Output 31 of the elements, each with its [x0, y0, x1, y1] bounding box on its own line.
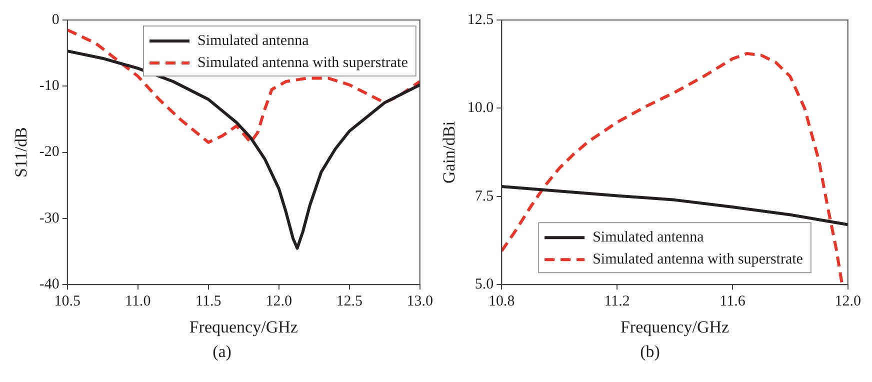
x-tick-label: 12.5 — [336, 294, 363, 310]
line-series — [67, 28, 420, 144]
x-axis-title: Frequency/GHz — [189, 317, 298, 336]
x-tick-label: 11.5 — [196, 294, 222, 310]
y-tick-label: 12.5 — [467, 12, 494, 28]
y-tick-label: 0 — [52, 12, 60, 28]
x-tick-label: 13.0 — [406, 294, 433, 310]
y-tick-label: -20 — [39, 144, 60, 160]
y-tick-label: 7.5 — [474, 188, 494, 204]
y-tick-label: -30 — [39, 210, 60, 226]
y-tick-label: 10.0 — [467, 100, 494, 116]
y-tick-label: -10 — [39, 78, 60, 94]
x-tick-label: 11.6 — [720, 294, 746, 310]
x-tick-label: 12.0 — [266, 294, 292, 310]
x-tick-label: 11.2 — [604, 294, 630, 310]
legend-label: Simulated antenna with superstrate — [198, 54, 408, 71]
y-tick-label: -40 — [39, 276, 60, 293]
x-tick-label: 11.0 — [125, 294, 151, 310]
x-tick-label: 12.0 — [834, 294, 861, 310]
y-axis-title: S11/dB — [12, 127, 31, 178]
text: (b) — [639, 342, 661, 362]
text: (a) — [212, 342, 232, 362]
legend-label: Simulated antenna — [592, 230, 704, 246]
x-axis-title: Frequency/GHz — [620, 317, 730, 336]
legend-label: Simulated antenna with superstrate — [592, 252, 804, 268]
y-axis-title: Gain/dBi — [440, 120, 459, 184]
x-tick-label: 10.8 — [488, 294, 515, 310]
line-series — [502, 52, 844, 285]
legend-label: Simulated antenna — [198, 32, 310, 49]
x-tick-label: 10.5 — [54, 294, 81, 310]
y-tick-label: 5.0 — [474, 276, 494, 293]
